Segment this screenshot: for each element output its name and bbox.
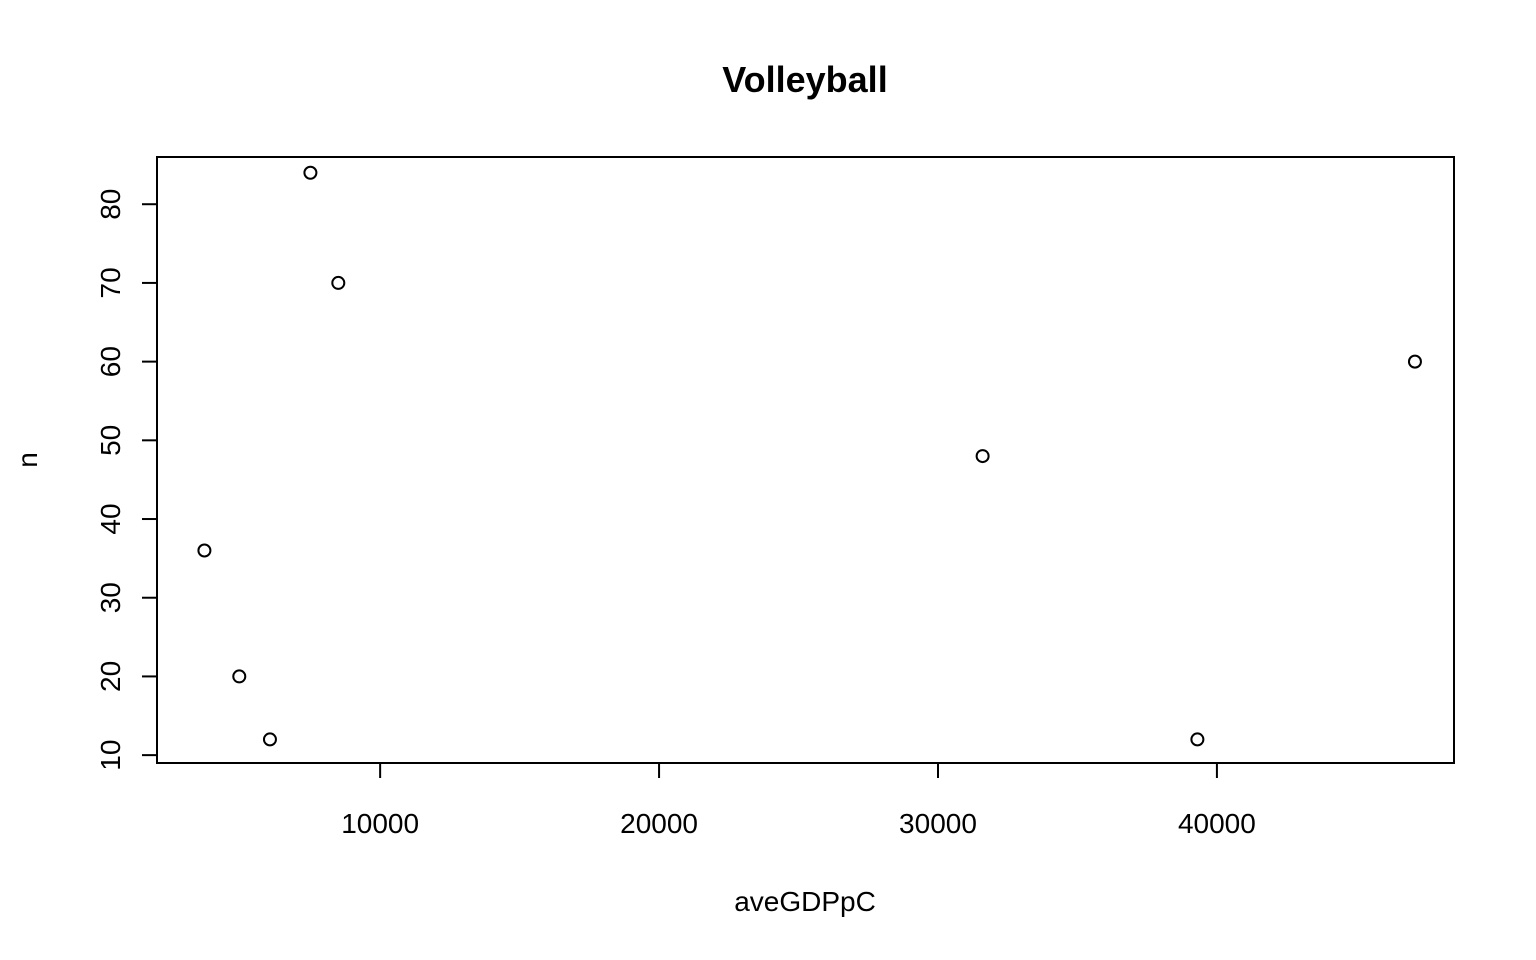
y-tick-label: 40 <box>95 503 126 534</box>
y-tick-label: 80 <box>95 189 126 220</box>
y-tick-label: 10 <box>95 740 126 771</box>
y-axis-label: n <box>12 452 43 468</box>
x-axis: 10000 20000 30000 40000 <box>341 763 1256 839</box>
y-axis: 10 20 30 40 50 60 70 80 <box>95 189 157 771</box>
x-tick-label: 40000 <box>1178 808 1256 839</box>
x-tick-label: 30000 <box>899 808 977 839</box>
y-tick-label: 30 <box>95 582 126 613</box>
data-point <box>1190 732 1205 747</box>
y-tick-label: 60 <box>95 346 126 377</box>
x-tick-label: 20000 <box>620 808 698 839</box>
chart-title: Volleyball <box>722 59 887 100</box>
y-tick-label: 20 <box>95 661 126 692</box>
x-tick-label: 10000 <box>341 808 419 839</box>
y-tick-label: 70 <box>95 267 126 298</box>
data-point <box>262 732 277 747</box>
data-point <box>975 449 990 464</box>
data-point <box>303 165 318 180</box>
plot-frame <box>156 156 1455 764</box>
y-tick-label: 50 <box>95 425 126 456</box>
data-point <box>232 669 247 684</box>
data-point <box>331 275 346 290</box>
data-point <box>1407 354 1422 369</box>
data-points <box>197 165 1422 747</box>
data-point <box>197 543 212 558</box>
x-axis-label: aveGDPpC <box>734 886 876 917</box>
